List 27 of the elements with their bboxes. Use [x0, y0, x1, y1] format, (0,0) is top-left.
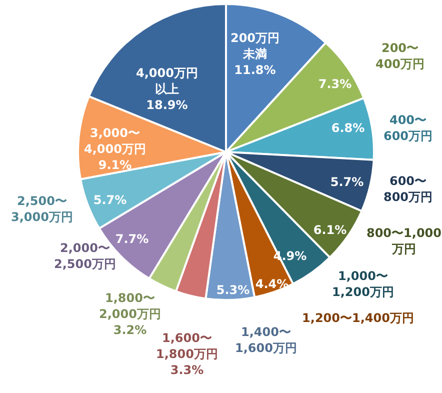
slice-label: 4,000万円以上 — [135, 65, 199, 97]
data-label: 6.1% — [312, 222, 348, 238]
slice-label: 1,400〜1,600万円 — [234, 324, 298, 356]
data-label: 4.4% — [255, 277, 289, 291]
slice-label: 200〜400万円 — [374, 40, 426, 72]
slice-label: 200万円未満 — [229, 30, 281, 62]
slice-label: 2,500〜3,000万円 — [10, 193, 74, 225]
data-label: 9.1% — [97, 157, 133, 173]
slice-label: 400〜600万円 — [382, 112, 434, 144]
data-label: 5.7% — [92, 192, 128, 208]
slice-label: 1,800〜2,000万円 — [98, 290, 162, 322]
slice-label: 1,000〜1,200万円 — [331, 268, 395, 300]
data-label: 11.8% — [233, 62, 277, 78]
data-label: 3.2% — [113, 323, 147, 337]
slice-label: 2,000〜2,500万円 — [54, 241, 116, 271]
data-label: 6.8% — [330, 120, 366, 136]
data-label: 7.7% — [115, 232, 149, 246]
data-label: 5.7% — [329, 174, 365, 190]
slice-label: 1,600〜1,800万円 — [155, 330, 219, 362]
data-label: 7.3% — [317, 76, 353, 92]
data-label: 3.3% — [169, 362, 205, 378]
data-label: 18.9% — [145, 97, 189, 113]
slice-label: 3,000〜4,000万円 — [83, 125, 147, 157]
slice-label: 800〜1,000万円 — [365, 225, 442, 257]
data-label: 5.3% — [216, 283, 250, 297]
slice-label: 1,200〜1,400万円 — [301, 310, 415, 326]
slice-label: 600〜800万円 — [382, 173, 434, 205]
